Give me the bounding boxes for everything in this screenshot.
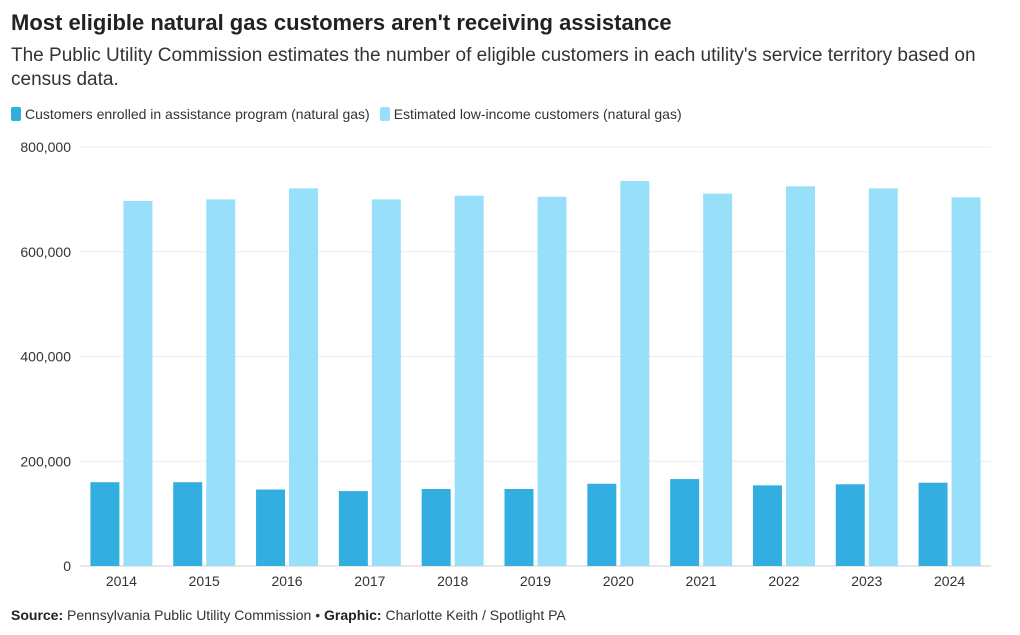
bar-low-income [537,196,567,566]
bar-enrolled [173,482,203,566]
y-tick-label: 400,000 [20,349,71,365]
chart-title: Most eligible natural gas customers aren… [11,10,672,35]
bar-chart: 0 200,000 400,000 600,000 800,000 2014 2015 201… [20,139,991,589]
x-tick-label: 2019 [520,573,551,589]
bar-low-income [785,186,815,566]
bar-enrolled [504,489,534,566]
graphic-label: Graphic: [324,607,382,623]
bar-low-income [289,188,319,566]
legend-label-low-income: Estimated low-income customers (natural … [393,106,682,122]
bar-enrolled [752,485,782,566]
y-tick-label: 800,000 [20,139,71,155]
bar-low-income [868,188,898,566]
bar-low-income [371,199,401,566]
legend-item-enrolled: Customers enrolled in assistance program… [11,106,370,122]
x-tick-label: 2015 [189,573,220,589]
y-tick-label: 0 [63,558,71,574]
bar-enrolled [670,479,700,566]
source-label: Source: [11,607,64,623]
bar-enrolled [338,491,368,566]
legend-swatch-low-income [379,107,390,121]
bar-low-income [703,193,733,566]
footer: Source: Pennsylvania Public Utility Comm… [11,607,566,623]
x-tick-label: 2023 [851,573,882,589]
legend-swatch-enrolled [11,107,21,121]
bar-low-income [951,197,981,566]
source-text: Pennsylvania Public Utility Commission [67,607,312,623]
x-tick-label: 2017 [354,573,385,589]
bar-enrolled [835,484,865,566]
graphic-text: Charlotte Keith / Spotlight PA [385,607,566,623]
chart-subtitle: The Public Utility Commission estimates … [11,45,976,90]
x-tick-label: 2021 [686,573,717,589]
bar-low-income [206,199,236,566]
bar-enrolled [587,483,617,566]
x-tick-label: 2016 [271,573,302,589]
bar-enrolled [918,482,948,566]
legend: Customers enrolled in assistance program… [11,106,692,122]
x-tick-label: 2022 [768,573,799,589]
bar-low-income [454,195,484,567]
x-tick-label: 2018 [437,573,468,589]
y-tick-label: 600,000 [20,244,71,260]
bar-enrolled [256,489,286,566]
legend-label-enrolled: Customers enrolled in assistance program… [25,106,370,122]
y-tick-label: 200,000 [20,453,71,469]
legend-item-low-income: Estimated low-income customers (natural … [379,106,682,122]
x-tick-label: 2020 [603,573,634,589]
x-tick-label: 2024 [934,573,965,589]
x-tick-label: 2014 [106,573,137,589]
bar-low-income [123,200,153,567]
bar-enrolled [421,489,451,566]
bar-low-income [620,181,650,566]
bar-enrolled [90,482,120,566]
footer-separator: • [311,607,325,623]
